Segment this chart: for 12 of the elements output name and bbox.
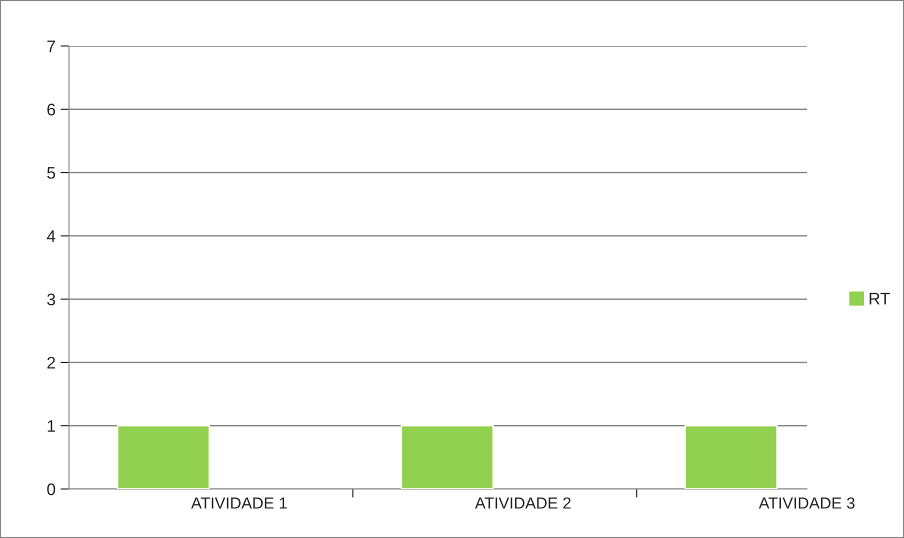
y-tick-label: 7 [47, 40, 55, 52]
y-tick-label: 5 [47, 167, 56, 179]
y-tick-label: 6 [47, 104, 56, 116]
x-tick-label: ATIVIDADE 1 [191, 498, 287, 509]
x-tick-label: ATIVIDADE 3 [758, 497, 855, 509]
x-tick-label: ATIVIDADE 2 [474, 497, 571, 509]
y-tick-label: 3 [47, 294, 56, 306]
y-tick-label: 1 [48, 420, 55, 432]
y-tick-label: 4 [46, 230, 56, 242]
y-tick-label: 2 [47, 356, 55, 368]
y-tick-label: 0 [47, 483, 56, 496]
legend-label: RT [870, 292, 890, 304]
